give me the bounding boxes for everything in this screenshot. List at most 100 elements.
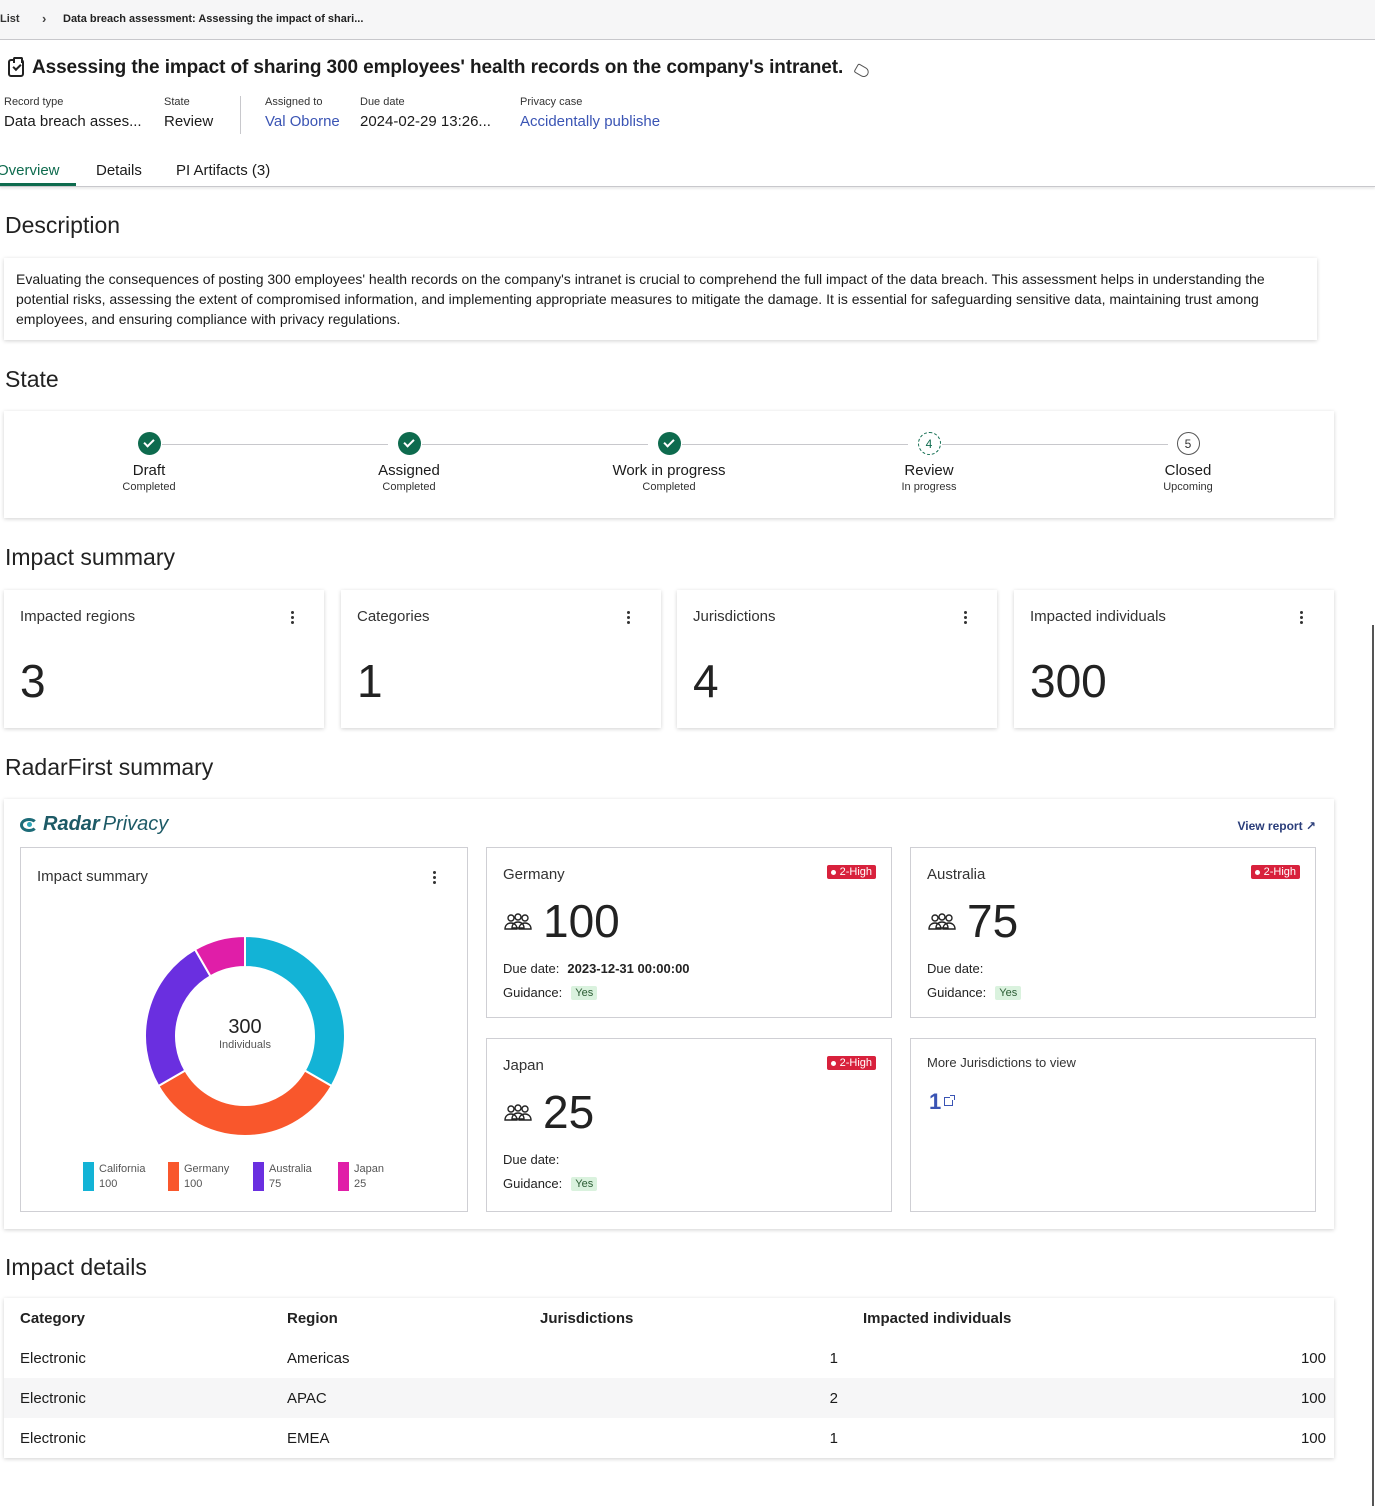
due-date-row: Due date: 2023-12-31 00:00:00 [503,961,690,976]
external-link-icon [944,1095,956,1106]
metric-card-jurisdictions: Jurisdictions 4 [677,590,997,728]
step-name: Review [904,462,954,479]
metric-label: Categories [357,608,430,625]
impact-details-table: Category Region Jurisdictions Impacted i… [4,1298,1334,1458]
column-header-individuals[interactable]: Impacted individuals [863,1310,1012,1327]
donut-slice-california[interactable] [244,934,346,1088]
guidance-row: Guidance: Yes [503,1176,598,1191]
meta-value: Review [164,113,214,130]
breadcrumb-list-link[interactable]: List [0,13,20,25]
jurisdiction-card-germany[interactable]: Germany 2-High 100 Due date: 2023-12-31 0… [486,847,892,1018]
clipboard-check-icon [8,57,24,77]
step-status: Upcoming [1163,481,1213,493]
more-jurisdictions-label: More Jurisdictions to view [927,1055,1076,1070]
cell-individuals: 100 [1300,1390,1326,1407]
section-title-radarfirst: RadarFirst summary [5,754,214,780]
meta-label: Due date [360,96,405,108]
legend-text: California 100 [99,1162,145,1192]
section-title-description: Description [5,212,121,238]
legend-item-california[interactable]: California 100 [83,1162,145,1192]
step-number: 5 [1176,432,1200,455]
more-options-icon[interactable] [627,611,630,626]
meta-label: Privacy case [520,96,583,108]
step-connector [162,444,388,445]
meta-label: Record type [4,96,64,108]
assigned-user-link[interactable]: Val Oborne [265,113,340,130]
view-report-link[interactable]: View report ↗ [1237,819,1316,833]
due-date-value: 2023-12-31 00:00:00 [567,961,690,976]
radarfirst-card: Radar Privacy View report ↗ Impact summa… [4,799,1334,1229]
tab-bar: Overview Details PI Artifacts (3) [0,150,1375,187]
step-assigned: Assigned Completed [339,432,479,493]
page-scrollbar[interactable] [1372,625,1374,1506]
meta-due-date: Due date 2024-02-29 13:26... [360,96,491,130]
meta-state: State Review [164,96,213,130]
step-name: Work in progress [612,462,726,479]
check-icon [137,432,161,455]
severity-badge: 2-High [826,865,876,879]
guidance-badge: Yes [995,985,1022,1000]
legend-value: 100 [99,1178,118,1190]
severity-label: 2-High [839,866,872,878]
meta-divider [240,96,241,134]
donut-slice-japan[interactable] [193,934,246,978]
legend-value: 100 [184,1178,203,1190]
jurisdiction-count: 100 [543,895,620,947]
people-group-icon [928,913,956,930]
column-header-category[interactable]: Category [20,1310,86,1327]
tab-overview[interactable]: Overview [0,162,60,179]
tag-icon[interactable] [853,63,871,79]
legend-label: Australia [269,1163,312,1175]
legend-label: Japan [354,1163,384,1175]
radar-privacy-logo: Radar Privacy [20,813,168,836]
tab-pi-artifacts[interactable]: PI Artifacts (3) [176,162,271,179]
cell-region: Americas [287,1350,350,1367]
step-status: Completed [642,481,696,493]
step-connector [422,444,648,445]
table-row: Electronic EMEA 1 100 [4,1418,1334,1458]
step-connector [682,444,908,445]
legend-text: Germany 100 [184,1162,229,1192]
jurisdiction-card-japan[interactable]: Japan 2-High 25 Due date: Guidance: Yes [486,1038,892,1212]
cell-category: Electronic [20,1350,86,1367]
jurisdiction-count: 75 [967,895,1019,947]
more-options-icon[interactable] [291,611,294,626]
step-status: Completed [122,481,176,493]
more-options-icon[interactable] [433,871,436,886]
meta-value: 2024-02-29 13:26... [360,113,491,130]
guidance-badge: Yes [571,985,598,1000]
legend-item-japan[interactable]: Japan 25 [338,1162,384,1192]
legend-swatch [253,1162,264,1191]
jurisdiction-name: Japan [503,1057,544,1074]
metric-label: Impacted regions [20,608,136,625]
more-jurisdictions-link[interactable]: 1 [929,1089,956,1115]
more-options-icon[interactable] [1300,611,1303,626]
description-card: Evaluating the consequences of posting 3… [4,258,1317,340]
legend-text: Japan 25 [354,1162,384,1192]
legend-label: Germany [184,1163,230,1175]
more-options-icon[interactable] [964,611,967,626]
legend-text: Australia 75 [269,1162,312,1192]
step-connector [942,444,1168,445]
check-icon [657,432,681,455]
brand-product: Privacy [102,813,169,835]
jurisdiction-card-australia[interactable]: Australia 2-High 75 Due date: Guidance: Y… [910,847,1316,1018]
metric-card-regions: Impacted regions 3 [4,590,324,728]
legend-label: California [99,1163,146,1175]
column-header-region[interactable]: Region [287,1310,338,1327]
severity-label: 2-High [839,1057,872,1069]
breadcrumb: List › Data breach assessment: Assessing… [0,0,1375,40]
guidance-row: Guidance: Yes [927,985,1022,1000]
due-date-row: Due date: [503,1152,560,1167]
section-title-impact-summary: Impact summary [5,544,175,570]
cell-region: APAC [287,1390,327,1407]
tab-details[interactable]: Details [96,162,142,179]
privacy-case-link[interactable]: Accidentally publishe [520,113,661,130]
table-row: Electronic Americas 1 100 [4,1338,1334,1378]
jurisdiction-name: Germany [503,866,565,883]
check-icon [397,432,421,455]
column-header-jurisdictions[interactable]: Jurisdictions [540,1310,634,1327]
donut-slice-germany[interactable] [157,1069,333,1137]
legend-item-australia[interactable]: Australia 75 [253,1162,312,1192]
legend-item-germany[interactable]: Germany 100 [168,1162,229,1192]
